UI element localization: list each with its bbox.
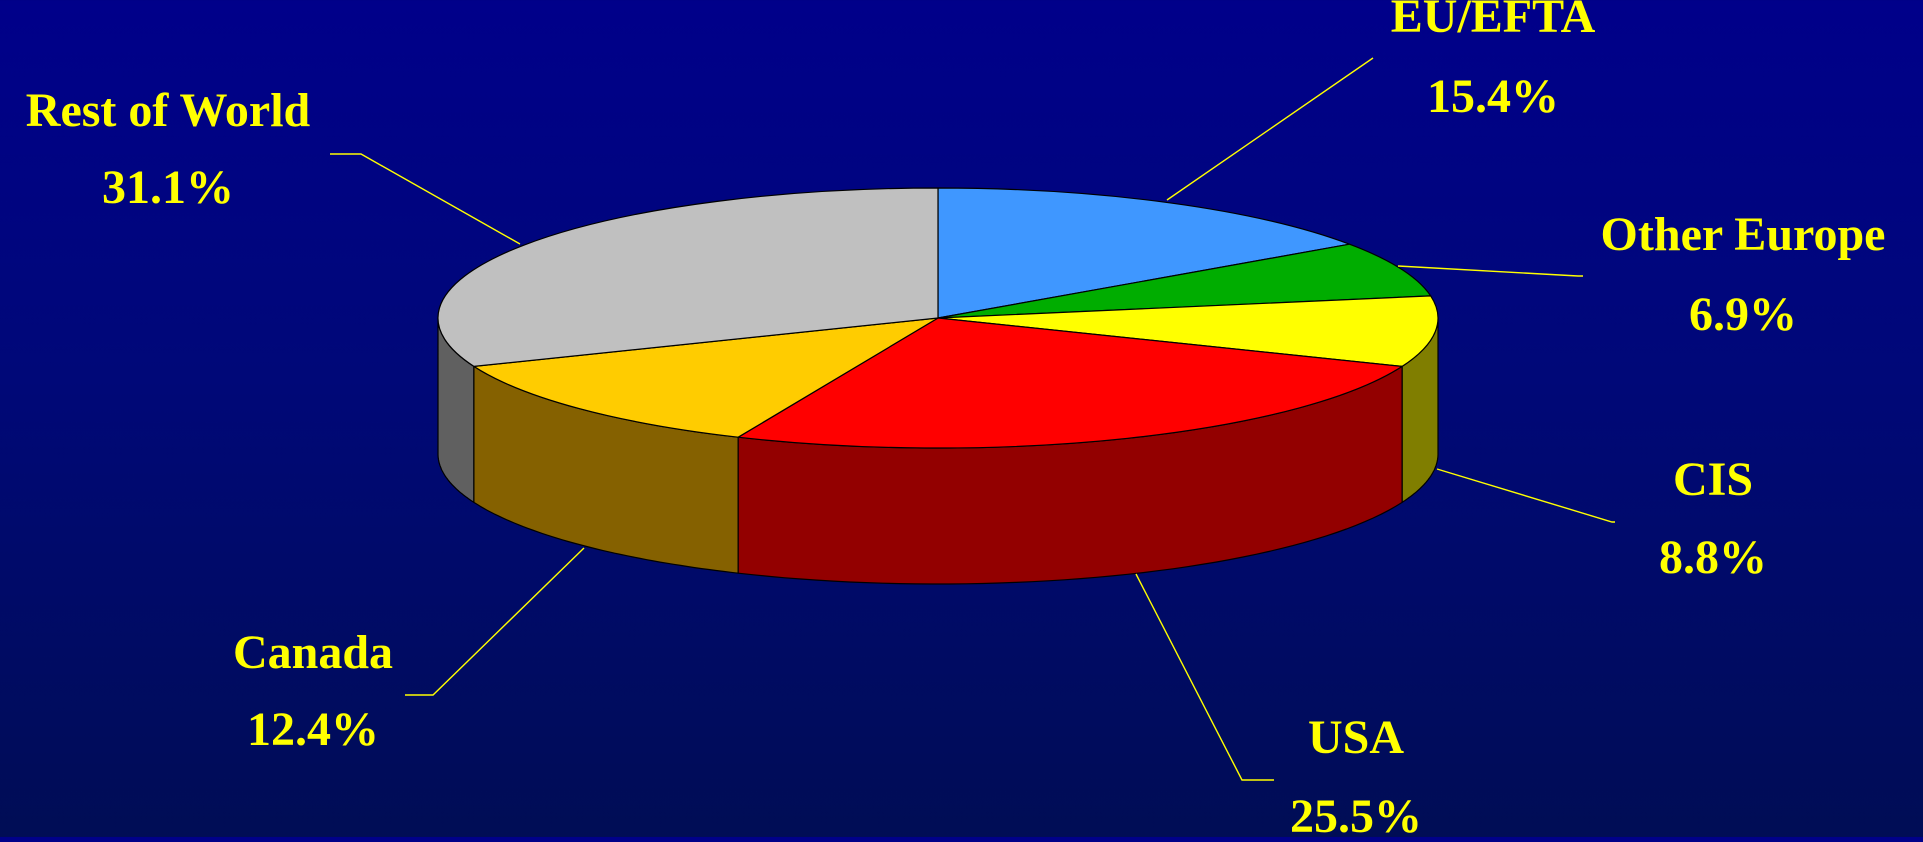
value-label-rest-of-world: 31.1% xyxy=(102,161,234,214)
label-other-europe: Other Europe xyxy=(1601,208,1886,261)
value-label-cis: 8.8% xyxy=(1659,531,1767,584)
value-label-usa: 25.5% xyxy=(1290,790,1422,837)
leader-line-cis xyxy=(1436,468,1615,523)
slice-usa xyxy=(737,317,1403,449)
slice-other-europe xyxy=(937,243,1432,319)
slice-eu-efta xyxy=(937,187,1351,319)
label-eu-efta: EU/EFTA xyxy=(1391,0,1596,43)
leader-lines xyxy=(330,57,1615,781)
slice-cis xyxy=(937,295,1439,367)
leader-line-canada xyxy=(405,547,585,696)
value-label-canada: 12.4% xyxy=(247,703,379,756)
leader-line-other-europe xyxy=(1397,265,1583,277)
label-usa: USA xyxy=(1308,711,1404,764)
pie-sides xyxy=(437,317,1439,585)
leader-line-rest-of-world xyxy=(330,153,521,245)
slice-rest-of-world xyxy=(437,187,939,367)
leader-line-usa xyxy=(1135,573,1274,781)
value-label-eu-efta: 15.4% xyxy=(1427,70,1559,123)
pie-tops xyxy=(437,187,1439,449)
slice-labels: EU/EFTA 15.4% Other Europe 6.9% CIS 8.8% USA 25… xyxy=(26,0,1886,842)
label-rest-of-world: Rest of World xyxy=(26,84,311,137)
value-label-other-europe: 6.9% xyxy=(1689,288,1797,341)
leader-line-eu-efta xyxy=(1166,57,1374,201)
label-canada: Canada xyxy=(233,626,393,679)
label-cis: CIS xyxy=(1673,453,1753,506)
slice-canada xyxy=(473,317,939,438)
